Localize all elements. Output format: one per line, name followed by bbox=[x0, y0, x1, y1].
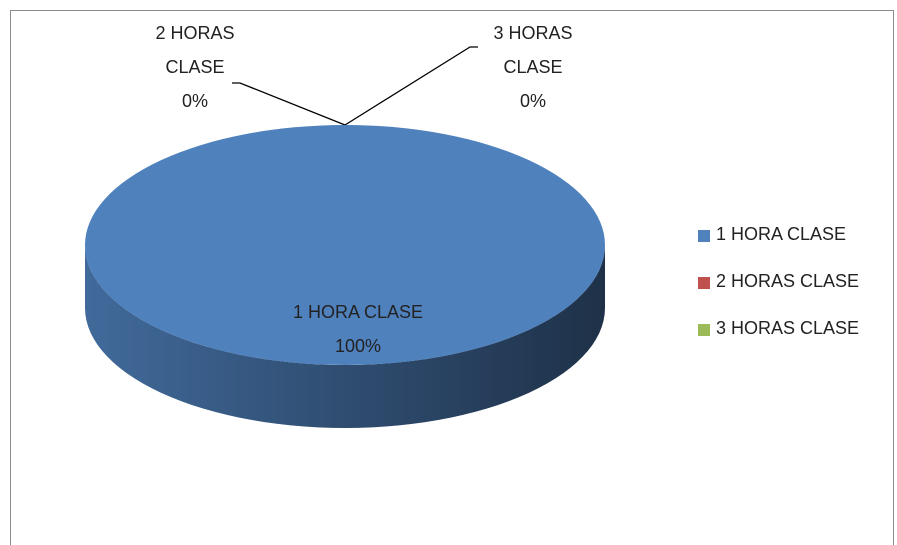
legend-swatch bbox=[698, 324, 710, 336]
legend-swatch bbox=[698, 230, 710, 242]
legend-label: 3 HORAS CLASE bbox=[716, 318, 860, 338]
pie-side bbox=[85, 245, 605, 428]
data-label-category: 2 HORAS CLASE bbox=[155, 23, 235, 77]
data-label-value: 0% bbox=[181, 91, 208, 111]
data-label: 1 HORA CLASE 100% bbox=[263, 295, 453, 363]
data-label-value: 0% bbox=[519, 91, 546, 111]
chart-frame bbox=[10, 10, 894, 545]
legend-swatch bbox=[698, 277, 710, 289]
legend-label: 2 HORAS CLASE bbox=[716, 271, 860, 291]
pie-slice bbox=[85, 125, 605, 365]
data-label-value: 100% bbox=[334, 336, 382, 356]
data-label: 3 HORAS CLASE 0% bbox=[478, 16, 588, 118]
leader-line bbox=[344, 46, 478, 126]
data-label-category: 1 HORA CLASE bbox=[292, 302, 424, 322]
data-label-category: 3 HORAS CLASE bbox=[493, 23, 573, 77]
data-label: 2 HORAS CLASE 0% bbox=[140, 16, 250, 118]
leader-line bbox=[232, 82, 346, 126]
legend-label: 1 HORA CLASE bbox=[716, 224, 847, 244]
